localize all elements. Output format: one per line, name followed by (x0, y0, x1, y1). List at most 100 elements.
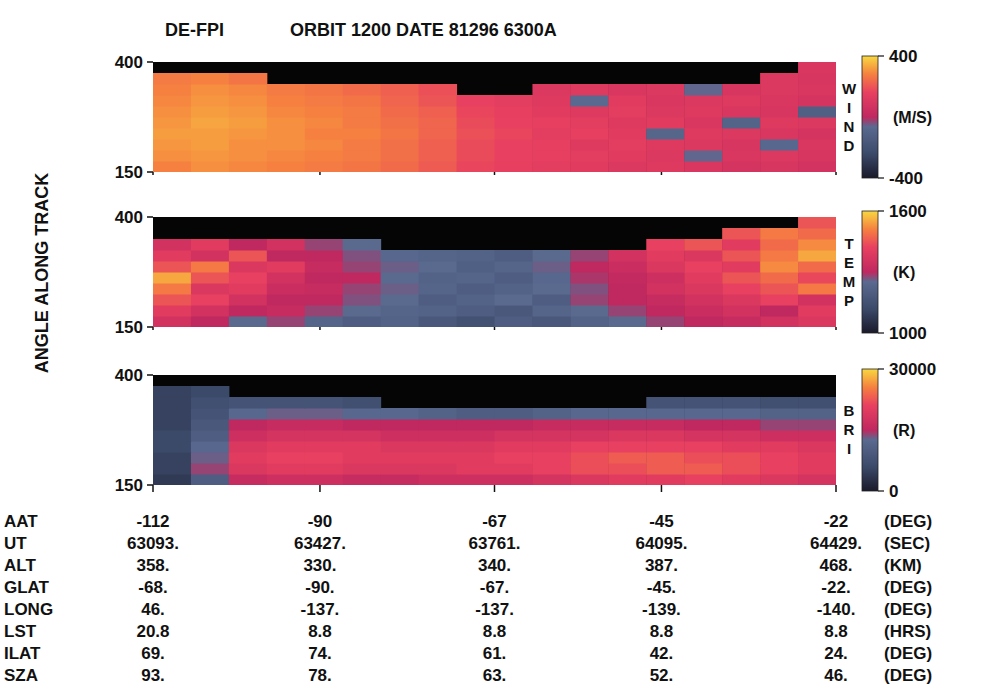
row-name: LST (4, 622, 37, 641)
cell (722, 474, 760, 485)
panel-label: TEMP (843, 235, 856, 309)
cell (798, 62, 836, 74)
cell (798, 95, 836, 107)
cell (684, 117, 722, 129)
cell (229, 397, 267, 409)
cell (305, 419, 343, 431)
colorbar-tick (878, 368, 884, 369)
cell (305, 106, 343, 118)
cell (381, 441, 419, 453)
cell (495, 150, 533, 162)
row-unit: (DEG) (884, 512, 932, 531)
cell (646, 272, 684, 284)
cell (532, 305, 570, 317)
cell (570, 419, 608, 431)
cell (191, 161, 229, 172)
cell (684, 452, 722, 464)
panel-bri: 150400BRI030000(R) (115, 360, 937, 501)
cell (570, 463, 608, 475)
cell (532, 452, 570, 464)
cell (760, 283, 798, 295)
cell (419, 430, 457, 442)
cell (760, 95, 798, 107)
cell (608, 408, 646, 420)
cell (684, 305, 722, 317)
row-value: 8.8 (308, 622, 332, 641)
cell (722, 239, 760, 251)
cell (798, 239, 836, 251)
cell (760, 294, 798, 306)
cell (798, 250, 836, 262)
cell (267, 452, 305, 464)
cell (760, 239, 798, 251)
cell (798, 305, 836, 317)
y-tick-label: 150 (115, 318, 143, 337)
cell (760, 272, 798, 284)
cell (343, 139, 381, 151)
cell (570, 316, 608, 327)
cell (798, 128, 836, 140)
cell (760, 106, 798, 118)
row-value: -137. (475, 600, 514, 619)
row-value: 64429. (810, 534, 862, 553)
panel-wind: 150400WIND-400400(M/S) (115, 47, 932, 188)
colorbar-tick-label: 1600 (889, 202, 927, 221)
cell (457, 419, 495, 431)
row-value: 8.8 (650, 622, 674, 641)
cell (798, 139, 836, 151)
cell (191, 117, 229, 129)
cell (343, 261, 381, 273)
cell (229, 452, 267, 464)
cell (305, 84, 343, 96)
cell (457, 128, 495, 140)
cell (153, 452, 191, 464)
cell (570, 452, 608, 464)
cell (381, 139, 419, 151)
row-value: 74. (308, 644, 332, 663)
cell (381, 261, 419, 273)
cell (798, 474, 836, 485)
cell (646, 261, 684, 273)
colorbar-tick-label: 0 (889, 482, 898, 501)
cell (153, 117, 191, 129)
cell (191, 408, 229, 420)
cell (722, 106, 760, 118)
cell (343, 305, 381, 317)
cell (532, 463, 570, 475)
colorbar-tick (878, 177, 884, 178)
cell (267, 106, 305, 118)
cell (495, 139, 533, 151)
x-tick (835, 485, 837, 492)
cell (191, 386, 229, 398)
row-unit: (DEG) (884, 600, 932, 619)
cell (153, 316, 191, 327)
cell (419, 316, 457, 327)
cell (191, 95, 229, 107)
cell (343, 463, 381, 475)
x-tick (319, 485, 321, 492)
cell (229, 261, 267, 273)
cell (495, 161, 533, 172)
row-unit: (DEG) (884, 644, 932, 663)
y-tick-label: 150 (115, 163, 143, 182)
cell (570, 161, 608, 172)
cell (532, 139, 570, 151)
cell (305, 294, 343, 306)
cell (684, 239, 722, 251)
cell (229, 294, 267, 306)
cell (532, 316, 570, 327)
plot-background (153, 375, 836, 485)
cell (646, 250, 684, 262)
cell (608, 84, 646, 96)
cell (419, 441, 457, 453)
cell (229, 150, 267, 162)
cell (419, 463, 457, 475)
cell (495, 283, 533, 295)
cell (646, 316, 684, 327)
cell (267, 305, 305, 317)
cell (229, 250, 267, 262)
cell (381, 95, 419, 107)
cell (267, 84, 305, 96)
cell (343, 397, 381, 409)
cell (457, 305, 495, 317)
